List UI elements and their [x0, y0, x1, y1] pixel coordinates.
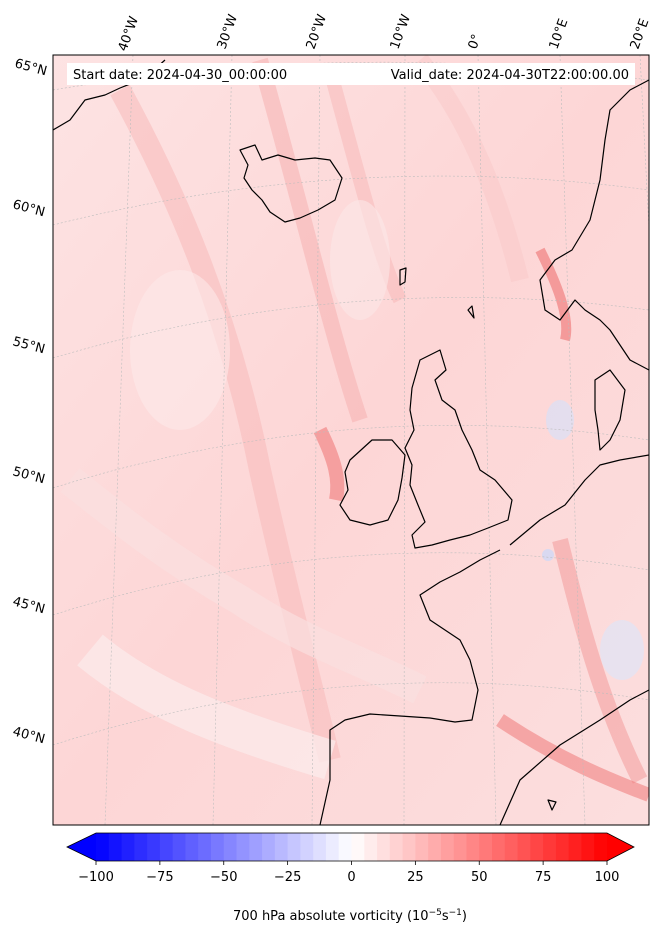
colorbar-segment — [249, 833, 263, 861]
colorbar-segment — [555, 833, 570, 861]
colorbar-segment — [198, 833, 212, 861]
colorbar-segment — [147, 833, 161, 861]
colorbar-segment — [172, 833, 186, 861]
colorbar-segment — [159, 833, 174, 861]
colorbar-segment — [121, 833, 135, 861]
lon-label: 20°E — [628, 17, 653, 52]
lat-label: 50°N — [11, 464, 47, 487]
lat-label: 45°N — [11, 594, 47, 617]
colorbar-segment — [581, 833, 595, 861]
colorbar-tick-label: −100 — [78, 870, 114, 885]
colorbar-segment — [300, 833, 314, 861]
colorbar-segment — [466, 833, 480, 861]
colorbar-segment — [389, 833, 404, 861]
great-britain-outline — [404, 349, 513, 549]
colorbar-segment — [543, 833, 557, 861]
colorbar-segment — [377, 833, 391, 861]
colorbar-segment — [96, 833, 110, 861]
colorbar-segment — [223, 833, 238, 861]
colorbar-segment — [453, 833, 467, 861]
iceland-outline — [239, 144, 343, 223]
denmark-outline — [594, 369, 626, 451]
colorbar-segment — [428, 833, 442, 861]
lon-label: 30°W — [215, 12, 241, 51]
colorbar-segment — [530, 833, 544, 861]
lat-label: 55°N — [11, 334, 47, 357]
map-frame — [52, 54, 650, 826]
colorbar-segment — [325, 833, 340, 861]
vorticity-field — [53, 55, 649, 825]
lon-label: 10°W — [388, 12, 414, 51]
lon-label: 40°W — [116, 14, 142, 53]
longitude-labels: 40°W 30°W 20°W 10°W 0° 10°E 20°E — [116, 12, 653, 53]
lon-label: 20°W — [304, 12, 330, 51]
colorbar-tick-label: 25 — [407, 870, 424, 885]
lat-label: 40°N — [11, 724, 47, 747]
latitude-labels: 65°N 60°N 55°N 50°N 45°N 40°N — [11, 56, 49, 747]
colorbar-segment — [108, 833, 123, 861]
colorbar-segment — [236, 833, 250, 861]
colorbar-segment — [274, 833, 289, 861]
colorbar-segment — [134, 833, 148, 861]
colorbar-tick-label: −75 — [146, 870, 173, 885]
ireland-outline — [339, 439, 406, 526]
header-box — [67, 63, 635, 85]
start-date-label: Start date: 2024-04-30_00:00:00 — [73, 68, 287, 83]
colorbar-segment — [402, 833, 416, 861]
colorbar-extend-max — [607, 833, 634, 861]
colorbar-tick-label: 75 — [535, 870, 552, 885]
colorbar-tick-label: −50 — [210, 870, 237, 885]
colorbar-segment — [338, 833, 352, 861]
colorbar-segment — [440, 833, 455, 861]
colorbar-tick-label: 0 — [347, 870, 355, 885]
lon-label: 10°E — [547, 17, 572, 52]
norway-outline — [539, 79, 649, 371]
colorbar-segment — [568, 833, 582, 861]
colorbar-segment — [479, 833, 493, 861]
colorbar-segment — [492, 833, 506, 861]
colorbar-segment — [364, 833, 378, 861]
valid-date-label: Valid_date: 2024-04-30T22:00:00.00 — [391, 68, 629, 83]
mediterranean-coast — [499, 689, 649, 825]
colorbar-segment — [517, 833, 531, 861]
colorbar-segment — [313, 833, 327, 861]
lat-label: 60°N — [11, 197, 47, 220]
lat-label: 65°N — [13, 56, 49, 79]
colorbar-segment — [185, 833, 199, 861]
continent-north-coast — [509, 454, 649, 546]
colorbar-extend-min — [67, 833, 96, 861]
france-iberia-outline — [319, 549, 501, 825]
colorbar-segment — [415, 833, 429, 861]
colorbar-tick-label: 100 — [595, 870, 620, 885]
colorbar-tick-label: −25 — [274, 870, 301, 885]
colorbar-tick-label: 50 — [471, 870, 488, 885]
colorbar-segment — [351, 833, 365, 861]
lon-label: 0° — [466, 32, 485, 51]
colorbar-segment — [210, 833, 225, 861]
colorbar-title: 700 hPa absolute vorticity (10−5s−1) — [233, 908, 467, 924]
colorbar-segment — [287, 833, 301, 861]
colorbar-segment — [504, 833, 519, 861]
colorbar-segment — [262, 833, 276, 861]
colorbar: −100 −75 −50 −25 0 25 50 75 100 — [66, 832, 635, 885]
coastlines — [53, 59, 649, 825]
colorbar-segment — [594, 833, 608, 861]
